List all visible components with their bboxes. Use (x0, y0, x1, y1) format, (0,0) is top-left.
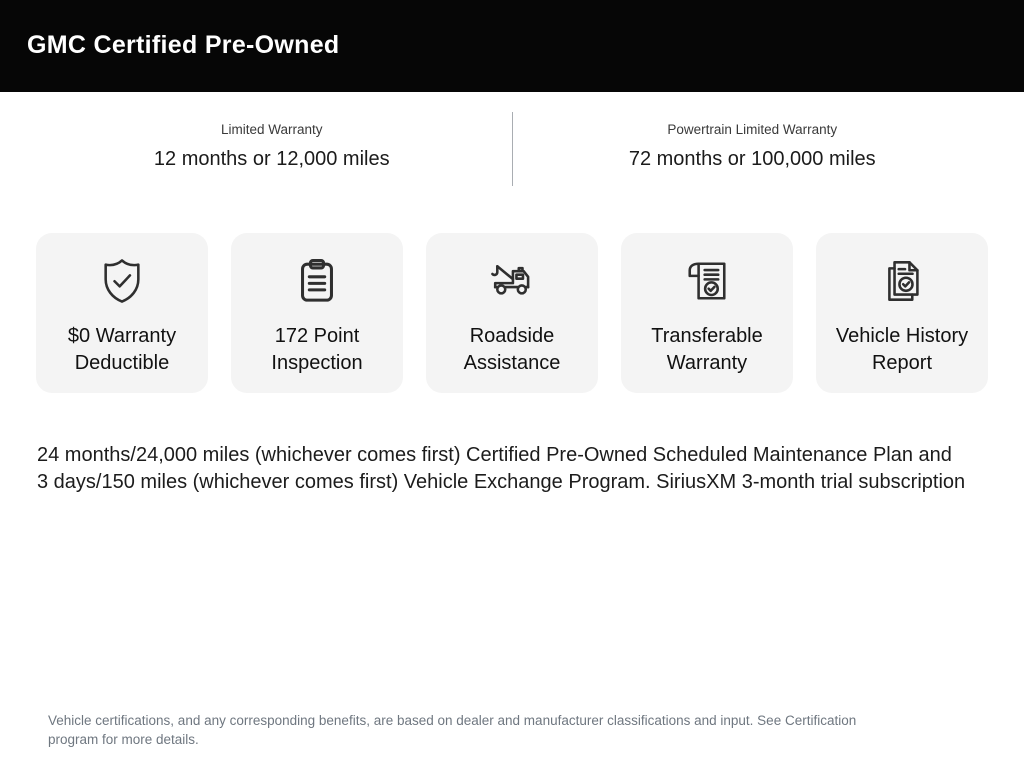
powertrain-warranty-value: 72 months or 100,000 miles (628, 148, 876, 170)
vertical-divider (511, 112, 513, 186)
benefit-card-warranty-deductible: $0 Warranty Deductible (36, 233, 208, 393)
certification-disclaimer: Vehicle certifications, and any correspo… (48, 712, 988, 749)
clipboard-inspection-icon (231, 253, 403, 309)
benefit-card-point-inspection: 172 Point Inspection (231, 233, 403, 393)
disclaimer-line-2: program for more details. (48, 731, 199, 747)
documents-check-icon (816, 253, 988, 309)
powertrain-warranty-label: Powertrain Limited Warranty (667, 122, 838, 137)
benefit-card-vehicle-history: Vehicle History Report (816, 233, 988, 393)
benefit-label: $0 Warranty Deductible (67, 325, 177, 374)
disclaimer-line-1: Vehicle certifications, and any correspo… (48, 713, 857, 728)
benefit-card-roadside-assistance: Roadside Assistance (426, 233, 598, 393)
scroll-check-icon (621, 253, 793, 309)
shield-check-icon (36, 253, 208, 309)
benefit-label: Vehicle History Report (835, 325, 969, 374)
benefit-label: 172 Point Inspection (271, 325, 363, 374)
tow-truck-icon (426, 253, 598, 309)
limited-warranty-value: 12 months or 12,000 miles (153, 148, 390, 170)
warranty-summary: Limited Warranty 12 months or 12,000 mil… (32, 112, 992, 186)
header-bar: GMC Certified Pre-Owned (0, 0, 1024, 92)
plan-details-text: 24 months/24,000 miles (whichever comes … (37, 442, 987, 495)
benefit-cards: $0 Warranty Deductible 172 Point Inspect… (36, 233, 988, 393)
plan-details-line-1: 24 months/24,000 miles (whichever comes … (37, 444, 952, 466)
powertrain-warranty-block: Powertrain Limited Warranty 72 months or… (513, 112, 993, 186)
page-title: GMC Certified Pre-Owned (27, 30, 340, 59)
benefit-label: Transferable Warranty (651, 325, 763, 374)
limited-warranty-label: Limited Warranty (220, 122, 323, 137)
benefit-card-transferable-warranty: Transferable Warranty (621, 233, 793, 393)
plan-details-line-2: 3 days/150 miles (whichever comes first)… (37, 470, 966, 493)
benefit-label: Roadside Assistance (463, 325, 561, 374)
limited-warranty-block: Limited Warranty 12 months or 12,000 mil… (32, 112, 512, 186)
